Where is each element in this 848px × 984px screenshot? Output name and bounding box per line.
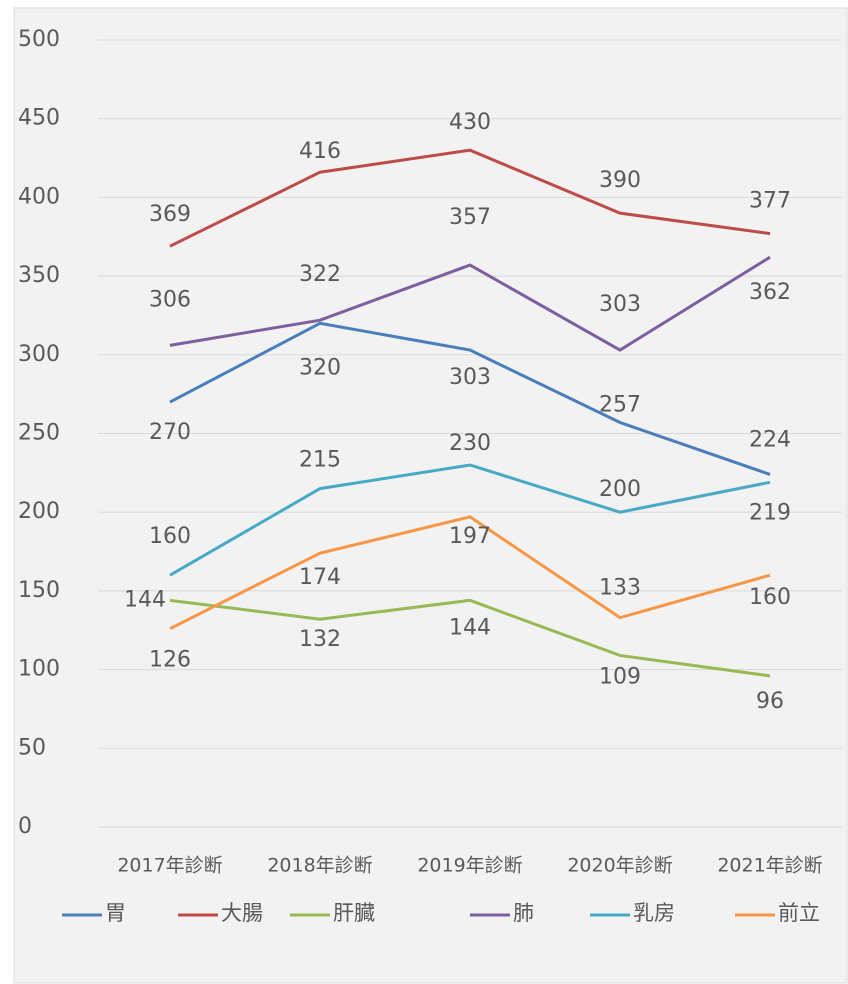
data-label: 369 [149,202,191,227]
chart-background [13,7,848,984]
x-tick-label: 2018年診断 [267,855,372,877]
line-series [169,255,771,352]
legend-label: 大腸 [221,901,263,925]
line-series [169,321,771,476]
data-label: 160 [149,524,191,549]
data-label: 430 [449,110,491,135]
x-tick-label: 2021年診断 [717,855,822,877]
x-tick-label: 2019年診断 [417,855,522,877]
y-tick-label: 0 [18,814,32,839]
x-tick-label: 2017年診断 [117,855,222,877]
data-label: 270 [149,420,191,445]
data-label: 306 [149,287,191,312]
data-label: 132 [299,627,341,652]
legend-label: 前立 [778,901,820,925]
data-label: 126 [149,648,191,673]
y-tick-label: 450 [18,106,60,131]
y-tick-label: 200 [18,499,60,524]
x-tick-label: 2020年診断 [567,855,672,877]
y-tick-label: 100 [18,657,60,682]
data-label: 144 [449,615,491,640]
legend-label: 胃 [105,901,126,925]
data-label: 362 [749,280,791,305]
data-label: 200 [599,477,641,502]
data-label: 320 [299,355,341,380]
legend-label: 肝臓 [333,901,375,925]
y-tick-label: 350 [18,263,60,288]
data-label: 219 [749,500,791,525]
y-tick-label: 300 [18,342,60,367]
data-label: 322 [299,262,341,287]
data-label: 133 [599,576,641,601]
data-label: 390 [599,168,641,193]
data-label: 303 [449,365,491,390]
y-tick-label: 250 [18,421,60,446]
y-tick-label: 400 [18,184,60,209]
y-tick-label: 500 [18,27,60,52]
data-label: 377 [749,189,791,214]
y-tick-label: 50 [18,735,46,760]
data-label: 224 [749,427,791,452]
line-series [169,148,771,248]
data-label: 303 [599,292,641,317]
data-label: 144 [124,587,166,612]
data-label: 416 [299,139,341,164]
data-label: 160 [749,585,791,610]
line-series [169,598,771,678]
data-label: 96 [756,689,784,714]
data-label: 215 [299,448,341,473]
data-label: 109 [599,664,641,689]
data-label: 197 [449,524,491,549]
data-label: 174 [299,565,341,590]
legend-label: 肺 [513,901,534,925]
legend-label: 乳房 [633,901,675,925]
line-series [169,463,771,577]
y-tick-label: 150 [18,578,60,603]
data-label: 257 [599,392,641,417]
data-label: 230 [449,431,491,456]
data-label: 357 [449,205,491,230]
line-series [169,515,771,631]
